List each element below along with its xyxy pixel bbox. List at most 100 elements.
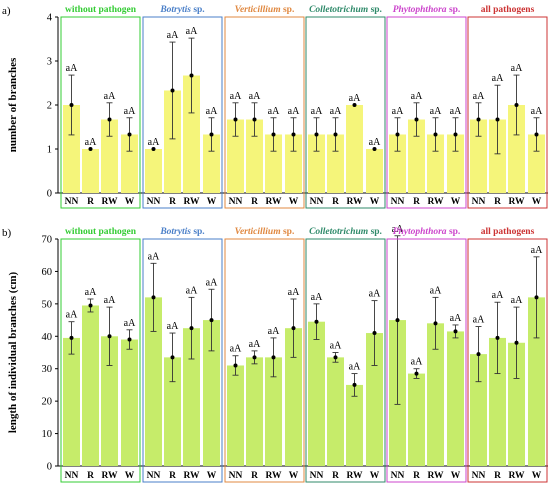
significance-label: aA	[511, 63, 523, 74]
mean-point	[352, 382, 357, 387]
bar	[227, 119, 244, 193]
y-tick-label: 70	[42, 235, 53, 246]
mean-point	[252, 355, 257, 360]
significance-label: aA	[206, 106, 218, 117]
significance-label: aA	[85, 137, 97, 148]
category-label: RW	[427, 471, 444, 481]
group-frame	[224, 16, 305, 209]
category-label: NN	[229, 197, 243, 207]
group-title: Phytophthora sp.	[393, 227, 461, 237]
y-tick-label: 3	[47, 57, 52, 68]
significance-label: aA	[230, 344, 242, 355]
group-3: aA NN aA RaA RW aA W Colletotrichum sp.	[305, 227, 386, 483]
mean-point	[495, 335, 500, 340]
category-label: R	[251, 471, 258, 481]
significance-label: aA	[369, 137, 381, 148]
mean-point	[414, 371, 419, 376]
group-title-genus: Verticillium	[235, 227, 281, 237]
significance-label: aA	[124, 106, 136, 117]
category-label: W	[532, 471, 542, 481]
y-tick-label: 40	[42, 332, 53, 343]
group-title-genus: Colletotrichum	[309, 227, 368, 237]
group-title: Verticillium sp.	[235, 5, 295, 15]
category-label: R	[169, 197, 176, 207]
significance-label: aA	[511, 295, 523, 306]
group-3: aA NN aA RaA RW aA W Colletotrichum sp.	[305, 5, 386, 209]
group-4: aA NN aA RaA RW aA W Phytophthora sp.	[386, 224, 467, 483]
group-title-rest: sp.	[191, 227, 205, 237]
mean-point	[107, 117, 112, 122]
bar	[227, 365, 244, 466]
mean-point	[372, 331, 377, 336]
bar	[164, 90, 181, 193]
category-label: NN	[472, 471, 486, 481]
group-frame	[142, 16, 223, 209]
mean-point	[189, 73, 194, 78]
mean-point	[314, 132, 319, 137]
y-axis-label: number of branches	[7, 57, 19, 152]
bar	[101, 336, 118, 466]
group-title: without pathogen	[65, 5, 137, 15]
mean-point	[69, 103, 74, 107]
significance-label: aA	[288, 106, 300, 117]
bar	[366, 333, 383, 466]
significance-label: aA	[369, 289, 381, 300]
category-label: RW	[101, 197, 118, 207]
bar	[183, 75, 200, 193]
group-title: Phytophthora sp.	[393, 5, 461, 15]
mean-point	[88, 147, 93, 151]
bar	[427, 323, 444, 466]
bar	[63, 105, 80, 193]
group-title-genus: Botrytis	[159, 227, 191, 237]
group-title: Colletotrichum sp.	[309, 227, 382, 237]
significance-label: aA	[249, 91, 261, 102]
significance-label: aA	[104, 91, 116, 102]
y-tick-label: 30	[42, 364, 53, 375]
bar	[101, 119, 118, 193]
bar	[145, 149, 162, 193]
category-label: R	[332, 471, 339, 481]
significance-label: aA	[230, 91, 242, 102]
significance-label: aA	[392, 106, 404, 117]
mean-point	[514, 103, 519, 107]
significance-label: aA	[492, 290, 504, 301]
group-title-rest: sp.	[447, 227, 461, 237]
panel-b-branch-length: b) length of individual branches (cm) 0 10 2…	[2, 224, 548, 483]
mean-point	[107, 334, 112, 339]
category-label: W	[125, 471, 135, 481]
category-label: R	[87, 197, 94, 207]
mean-point	[233, 117, 238, 122]
bar	[508, 342, 525, 466]
significance-label: aA	[311, 106, 323, 117]
group-title: Verticillium sp.	[235, 227, 295, 237]
bar	[203, 320, 220, 466]
bar	[121, 134, 138, 193]
significance-label: aA	[124, 318, 136, 329]
bar	[246, 357, 263, 466]
group-2: aA NN aA RaA RW aA W Verticillium sp.	[224, 5, 305, 209]
mean-point	[271, 132, 276, 137]
bar	[246, 119, 263, 193]
mean-point	[476, 352, 481, 357]
bar	[528, 297, 545, 466]
group-title-genus: Phytophthora	[393, 5, 447, 15]
bar	[327, 357, 344, 466]
bar	[203, 134, 220, 193]
group-title-genus: Botrytis	[159, 5, 191, 15]
group-title-rest: sp.	[281, 5, 295, 15]
bar	[447, 331, 464, 466]
bar	[308, 321, 325, 466]
category-label: RW	[508, 197, 525, 207]
category-label: NN	[229, 471, 243, 481]
mean-point	[476, 117, 481, 122]
significance-label: aA	[492, 73, 504, 84]
significance-label: aA	[392, 224, 404, 235]
significance-label: aA	[349, 362, 361, 373]
category-label: NN	[310, 197, 324, 207]
mean-point	[333, 355, 338, 360]
category-label: RW	[101, 471, 118, 481]
group-frame	[305, 238, 386, 483]
bar	[82, 149, 99, 193]
